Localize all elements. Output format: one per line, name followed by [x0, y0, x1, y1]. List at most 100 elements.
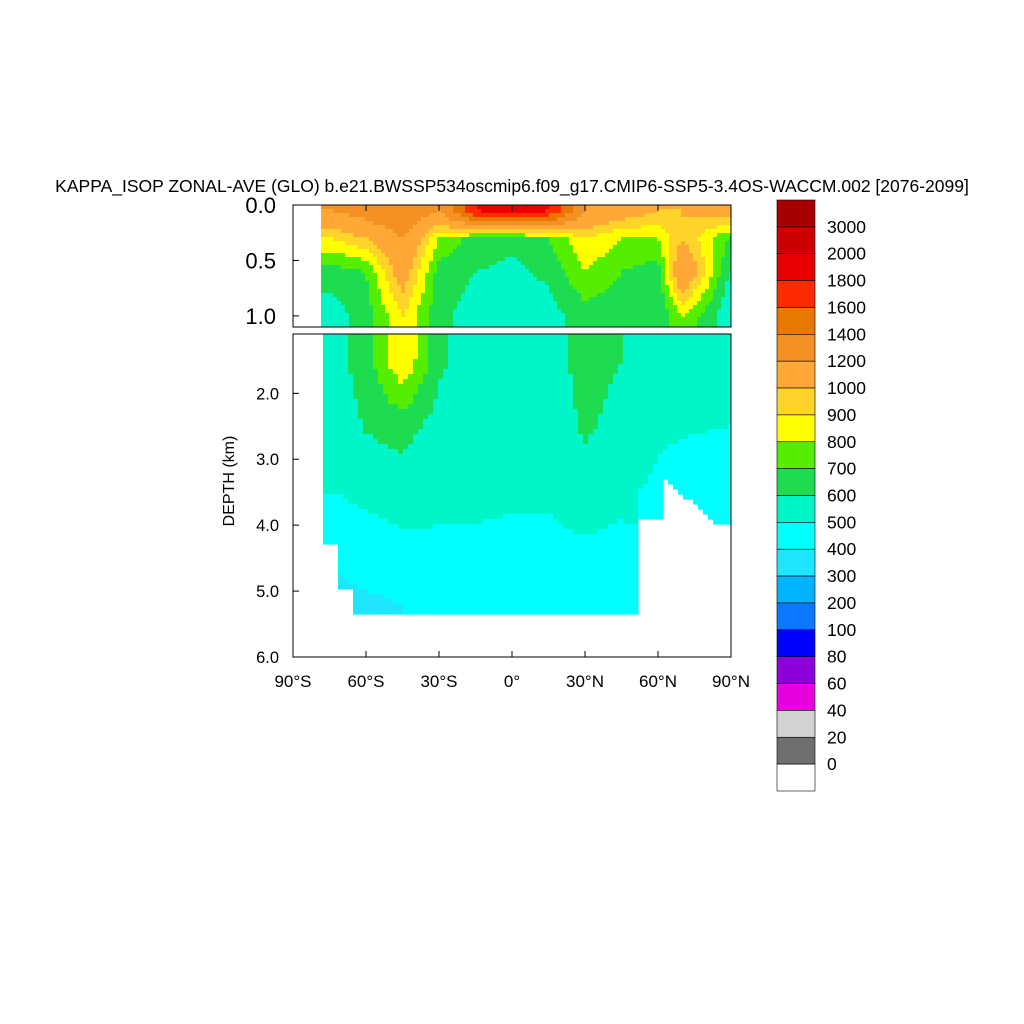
field-cell — [617, 281, 622, 286]
field-cell — [569, 249, 574, 254]
field-cell — [541, 241, 546, 246]
field-cell — [613, 253, 618, 258]
field-cell — [443, 484, 449, 490]
field-cell — [525, 233, 530, 238]
field-cell — [497, 245, 502, 250]
field-cell — [423, 449, 429, 455]
field-cell — [478, 464, 484, 470]
field-cell — [633, 221, 638, 226]
field-cell — [561, 221, 566, 226]
field-cell — [597, 257, 602, 262]
field-cell — [625, 321, 630, 326]
field-cell — [713, 261, 718, 266]
field-cell — [693, 305, 698, 310]
field-cell — [601, 265, 606, 270]
field-cell — [545, 321, 550, 326]
field-cell — [585, 253, 590, 258]
field-cell — [483, 444, 489, 450]
field-cell — [609, 245, 614, 250]
field-cell — [418, 339, 424, 345]
field-cell — [483, 589, 489, 595]
field-cell — [323, 439, 329, 445]
field-cell — [383, 354, 389, 360]
field-cell — [405, 253, 410, 258]
field-cell — [433, 241, 438, 246]
field-cell — [633, 237, 638, 242]
field-cell — [478, 494, 484, 500]
field-cell — [433, 594, 439, 600]
field-cell — [717, 261, 722, 266]
field-cell — [388, 339, 394, 345]
field-cell — [453, 449, 459, 455]
field-cell — [529, 221, 534, 226]
field-cell — [705, 213, 710, 218]
field-cell — [621, 325, 626, 327]
field-cell — [361, 253, 366, 258]
field-cell — [449, 221, 454, 226]
field-cell — [345, 309, 350, 314]
field-cell — [408, 404, 414, 410]
field-cell — [343, 574, 349, 580]
field-cell — [465, 305, 470, 310]
field-cell — [453, 321, 458, 326]
field-cell — [577, 225, 582, 230]
field-cell — [473, 414, 479, 420]
field-cell — [369, 205, 374, 210]
field-cell — [557, 325, 562, 327]
field-cell — [473, 225, 478, 230]
field-cell — [433, 344, 439, 350]
field-cell — [613, 301, 618, 306]
field-cell — [397, 257, 402, 262]
field-cell — [493, 317, 498, 322]
field-cell — [673, 205, 678, 210]
field-cell — [389, 233, 394, 238]
field-cell — [403, 439, 409, 445]
field-cell — [625, 209, 630, 214]
field-cell — [649, 293, 654, 298]
field-cell — [325, 257, 330, 262]
field-cell — [433, 399, 439, 405]
field-cell — [368, 414, 374, 420]
field-cell — [325, 229, 330, 234]
field-cell — [388, 604, 394, 610]
field-cell — [369, 241, 374, 246]
field-cell — [433, 529, 439, 535]
field-cell — [433, 233, 438, 238]
field-cell — [601, 253, 606, 258]
field-cell — [341, 209, 346, 214]
field-cell — [413, 225, 418, 230]
field-cell — [398, 409, 404, 415]
field-cell — [541, 289, 546, 294]
field-cell — [483, 334, 489, 340]
field-cell — [443, 504, 449, 510]
field-cell — [597, 213, 602, 218]
field-cell — [368, 534, 374, 540]
field-cell — [433, 354, 439, 360]
field-cell — [338, 494, 344, 500]
field-cell — [405, 209, 410, 214]
field-cell — [413, 217, 418, 222]
field-cell — [403, 349, 409, 355]
field-cell — [458, 384, 464, 390]
field-cell — [373, 325, 378, 327]
field-cell — [541, 321, 546, 326]
field-cell — [473, 297, 478, 302]
field-cell — [417, 229, 422, 234]
field-cell — [323, 529, 329, 535]
field-cell — [425, 221, 430, 226]
field-cell — [557, 273, 562, 278]
field-cell — [613, 257, 618, 262]
field-cell — [468, 509, 474, 515]
field-cell — [353, 221, 358, 226]
field-cell — [321, 269, 326, 274]
field-cell — [329, 213, 334, 218]
field-cell — [637, 317, 642, 322]
field-cell — [323, 539, 329, 545]
field-cell — [353, 253, 358, 258]
field-cell — [717, 301, 722, 306]
field-cell — [457, 265, 462, 270]
field-cell — [478, 479, 484, 485]
field-cell — [709, 205, 714, 210]
field-cell — [408, 389, 414, 395]
field-cell — [363, 404, 369, 410]
